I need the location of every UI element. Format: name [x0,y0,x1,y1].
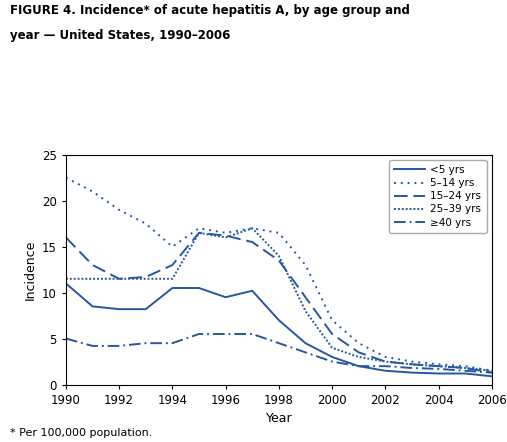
Text: FIGURE 4. Incidence* of acute hepatitis A, by age group and: FIGURE 4. Incidence* of acute hepatitis … [10,4,410,17]
X-axis label: Year: Year [266,412,292,425]
Text: * Per 100,000 population.: * Per 100,000 population. [10,427,153,438]
Text: year — United States, 1990–2006: year — United States, 1990–2006 [10,29,231,42]
Legend: <5 yrs, 5–14 yrs, 15–24 yrs, 25–39 yrs, ≥40 yrs: <5 yrs, 5–14 yrs, 15–24 yrs, 25–39 yrs, … [389,160,487,233]
Y-axis label: Incidence: Incidence [23,240,37,300]
